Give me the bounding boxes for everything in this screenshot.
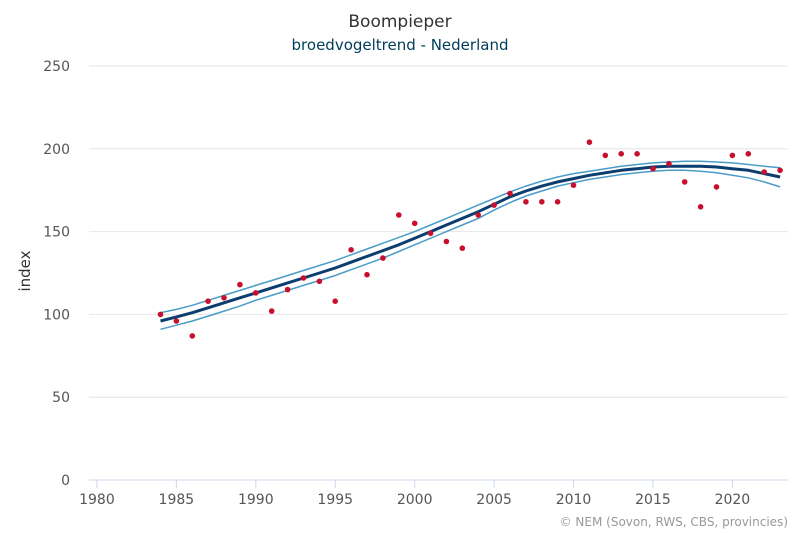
data-point[interactable] [364,271,370,278]
x-tick-label: 2020 [715,492,751,508]
x-tick-label: 2010 [556,492,592,508]
y-tick-label: 200 [43,142,70,158]
grid-lines [89,65,788,481]
x-tick-label: 1995 [317,492,353,508]
data-point[interactable] [523,199,529,205]
data-point[interactable] [507,190,513,197]
data-point[interactable] [634,151,640,157]
data-point[interactable] [713,184,720,190]
x-tick-label: 2000 [397,492,433,508]
data-point[interactable] [475,212,482,218]
data-point[interactable] [237,281,243,288]
y-axis-ticks: 0 50 100 150 200 250 [43,59,70,489]
data-point[interactable] [618,151,624,157]
data-points [157,139,783,339]
confidence-band [160,160,781,331]
data-point[interactable] [602,152,609,159]
data-point[interactable] [697,204,704,210]
data-point[interactable] [332,298,339,305]
data-point[interactable] [205,298,211,305]
x-tick-label: 1985 [159,492,195,508]
data-point[interactable] [300,275,307,281]
data-point[interactable] [459,245,466,251]
data-point[interactable] [681,179,688,185]
chart-title: Boompieper [348,12,451,32]
data-point[interactable] [554,199,561,205]
data-point[interactable] [539,199,545,205]
trend-line-group [160,164,781,323]
data-point[interactable] [268,308,275,314]
data-point[interactable] [253,290,259,296]
data-point[interactable] [173,318,180,324]
data-point[interactable] [221,295,227,301]
data-point[interactable] [777,167,783,174]
x-axis-ticks: 1980 1985 1990 1995 2000 2005 2010 2015 2020 [79,480,750,508]
data-point[interactable] [316,278,323,285]
data-point[interactable] [284,286,291,293]
data-point[interactable] [443,238,450,245]
x-tick-label: 2005 [476,492,512,508]
y-tick-label: 150 [43,225,70,241]
y-tick-label: 100 [43,307,70,323]
data-point[interactable] [411,220,418,227]
x-tick-label: 1990 [238,492,274,508]
data-point[interactable] [761,169,767,175]
data-point[interactable] [157,311,164,318]
data-point[interactable] [427,230,434,237]
data-point[interactable] [396,212,402,218]
data-point[interactable] [570,182,577,188]
y-tick-label: 50 [52,390,70,406]
credits: © NEM (Sovon, RWS, CBS, provincies) [560,515,788,529]
y-axis-label: index [16,250,34,291]
data-point[interactable] [189,333,196,339]
data-point[interactable] [348,247,354,253]
data-point[interactable] [729,152,736,159]
data-point[interactable] [380,255,386,261]
x-tick-label: 1980 [79,492,115,508]
data-point[interactable] [650,165,656,172]
lower-confidence-line [160,169,781,331]
chart-subtitle: broedvogeltrend - Nederland [292,36,509,54]
x-tick-label: 2015 [635,492,671,508]
trend-line [160,164,781,323]
upper-confidence-line [160,160,781,314]
data-point[interactable] [491,202,497,208]
data-point[interactable] [666,160,672,167]
y-tick-label: 250 [43,59,70,75]
y-tick-label: 0 [61,473,70,489]
data-point[interactable] [586,139,593,145]
data-point[interactable] [745,151,752,157]
